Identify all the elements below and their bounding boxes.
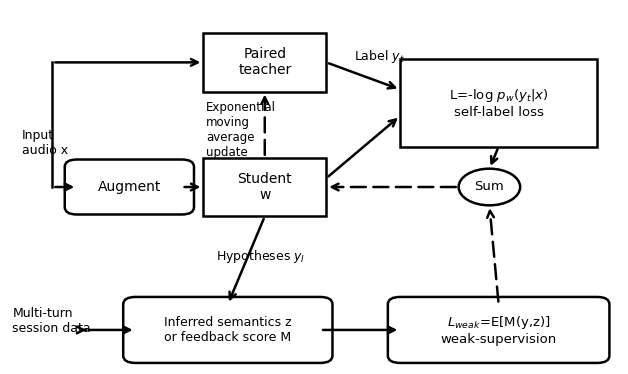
Text: $L_{weak}$=E[M(y,z)]
weak-supervision: $L_{weak}$=E[M(y,z)] weak-supervision xyxy=(440,314,557,346)
FancyBboxPatch shape xyxy=(203,158,327,216)
FancyBboxPatch shape xyxy=(203,33,327,92)
Text: Student
w: Student w xyxy=(237,172,292,202)
Text: L=-log $p_w(y_t|x)$
self-label loss: L=-log $p_w(y_t|x)$ self-label loss xyxy=(449,87,548,119)
Text: Label $y_t$: Label $y_t$ xyxy=(354,48,405,65)
Text: Sum: Sum xyxy=(475,181,504,193)
Text: Multi-turn
session data: Multi-turn session data xyxy=(13,307,91,335)
FancyBboxPatch shape xyxy=(388,297,609,363)
Text: Exponential
moving
average
update: Exponential moving average update xyxy=(207,101,276,159)
Text: Inferred semantics z
or feedback score M: Inferred semantics z or feedback score M xyxy=(164,316,291,344)
Text: Augment: Augment xyxy=(98,180,161,194)
Text: Input
audio x: Input audio x xyxy=(22,129,68,157)
Text: Hypotheses $y_I$: Hypotheses $y_I$ xyxy=(215,248,305,265)
Ellipse shape xyxy=(458,169,520,205)
Text: Paired
teacher: Paired teacher xyxy=(238,47,291,77)
FancyBboxPatch shape xyxy=(400,59,597,147)
FancyBboxPatch shape xyxy=(65,160,194,215)
FancyBboxPatch shape xyxy=(123,297,332,363)
